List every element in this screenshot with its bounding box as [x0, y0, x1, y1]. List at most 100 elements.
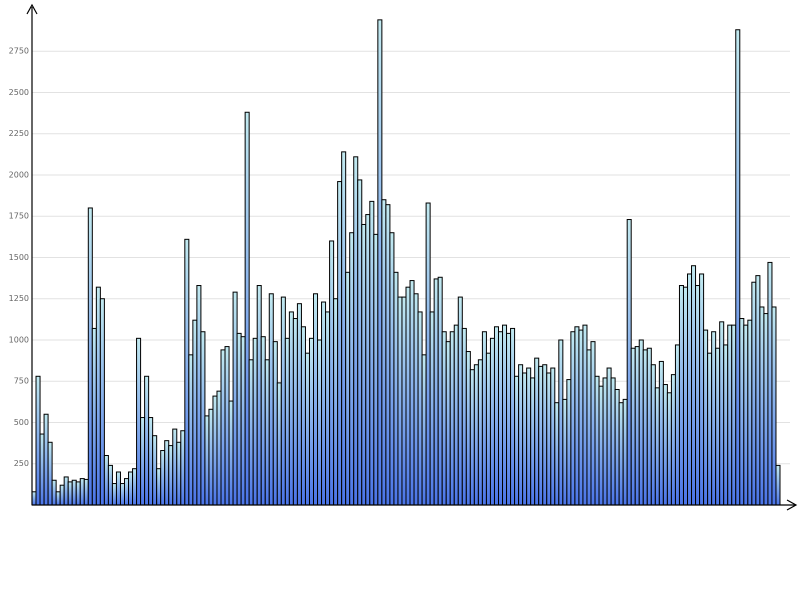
bar: [280, 296, 286, 506]
bar: [666, 392, 672, 506]
bar: [300, 326, 306, 506]
bar: [514, 375, 520, 506]
bar: [349, 232, 355, 506]
bar: [357, 179, 363, 506]
bar: [353, 156, 359, 506]
bar: [156, 468, 162, 506]
bar: [715, 347, 721, 506]
bar: [489, 337, 495, 506]
bar: [325, 311, 331, 506]
bar: [618, 402, 624, 506]
bar: [232, 291, 238, 506]
bar: [755, 275, 761, 506]
bar: [646, 347, 652, 506]
bar: [228, 400, 234, 506]
bar: [377, 19, 383, 506]
bar: [51, 479, 57, 506]
bar: [558, 339, 564, 506]
bar: [132, 468, 138, 506]
bar: [598, 385, 604, 506]
bar: [687, 273, 693, 506]
bar: [445, 341, 451, 506]
bar: [288, 311, 294, 506]
bar: [140, 417, 146, 506]
bar: [538, 365, 544, 506]
bar: [284, 337, 290, 506]
bar: [727, 324, 733, 506]
bar: [39, 433, 45, 506]
bar: [634, 346, 640, 506]
bar: [417, 311, 423, 506]
bar: [248, 359, 254, 506]
bar: [670, 374, 676, 506]
bar: [172, 428, 178, 506]
bar: [719, 321, 725, 506]
bar: [453, 324, 459, 506]
bar: [47, 441, 53, 506]
bar: [176, 441, 182, 506]
y-tick-label: 2250: [9, 129, 29, 138]
bar: [212, 395, 218, 506]
bar: [200, 331, 206, 506]
bar: [731, 324, 737, 506]
bar: [79, 478, 85, 506]
bar: [510, 327, 516, 506]
bar: [168, 445, 174, 506]
bar: [526, 367, 532, 506]
bar: [321, 301, 327, 506]
bar: [695, 285, 701, 506]
bar: [506, 332, 512, 506]
bar: [562, 398, 568, 506]
y-tick-label: 750: [14, 377, 29, 386]
bar: [534, 357, 540, 506]
bar: [739, 318, 745, 506]
bar: [268, 293, 274, 506]
bar: [180, 430, 186, 506]
bar: [743, 324, 749, 506]
bar: [373, 233, 379, 506]
y-tick-label: 500: [14, 418, 29, 427]
bar: [208, 408, 214, 506]
bar: [405, 286, 411, 506]
bar: [449, 331, 455, 506]
y-tick-label: 1000: [9, 335, 29, 344]
bar: [160, 450, 166, 506]
bar: [111, 483, 117, 506]
bar: [240, 336, 246, 506]
bar: [401, 296, 407, 506]
bar: [658, 360, 664, 506]
bar: [457, 296, 463, 506]
bar: [530, 377, 536, 506]
bar: [554, 402, 560, 506]
y-axis-arrow: [26, 3, 38, 15]
bar: [626, 219, 632, 506]
bar: [164, 440, 170, 506]
bar: [188, 354, 194, 506]
bar: [582, 324, 588, 506]
bar: [304, 352, 310, 506]
bar: [67, 481, 73, 506]
bar: [216, 390, 222, 506]
bar: [461, 327, 467, 506]
bar: [103, 454, 109, 506]
bar: [703, 329, 709, 506]
bar: [518, 364, 524, 506]
bar: [345, 271, 351, 506]
bar: [144, 375, 150, 506]
bar: [590, 341, 596, 506]
bar: [341, 151, 347, 506]
bar: [95, 286, 101, 506]
bar: [220, 349, 226, 506]
bar: [409, 280, 415, 506]
bar: [369, 200, 375, 506]
bar: [87, 207, 93, 506]
bar: [650, 364, 656, 506]
y-tick-label: 2000: [9, 170, 29, 179]
bar: [699, 273, 705, 506]
bar: [361, 223, 367, 506]
x-axis-arrow: [786, 499, 798, 511]
bar: [91, 327, 97, 506]
bar: [767, 261, 773, 506]
bar: [264, 359, 270, 506]
bar: [313, 293, 319, 506]
